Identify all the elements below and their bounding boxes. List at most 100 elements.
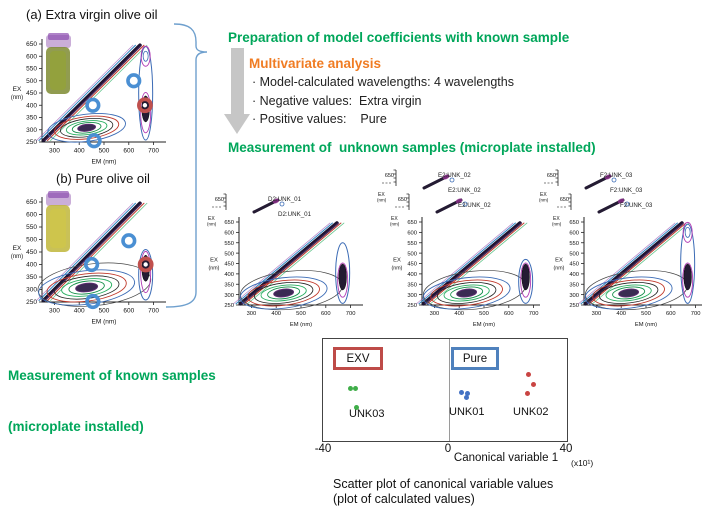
- scatter-caption: Scatter plot of canonical variable value…: [333, 477, 553, 507]
- svg-text:400: 400: [616, 311, 626, 317]
- svg-text:450: 450: [569, 262, 579, 268]
- zero-axis-line: [449, 339, 450, 441]
- known-samples-caption-line2: (microplate installed): [8, 419, 144, 434]
- svg-text:500: 500: [296, 311, 306, 317]
- svg-text:EX: EX: [378, 192, 385, 198]
- x-tick-40: 40: [559, 443, 573, 455]
- svg-text:700: 700: [529, 311, 539, 317]
- svg-text:350: 350: [569, 282, 579, 288]
- bullet-wavelengths: · Model-calculated wavelengths: 4 wavele…: [252, 75, 514, 89]
- svg-text:EX: EX: [553, 216, 560, 222]
- scatter-point-unk02: [530, 382, 536, 388]
- svg-text:EX: EX: [555, 258, 563, 264]
- unknown-plot-label: E2:UNK_02: [458, 202, 491, 209]
- svg-text:400: 400: [26, 262, 37, 269]
- scatter-point-unk01: [465, 390, 471, 396]
- svg-text:350: 350: [26, 115, 37, 122]
- svg-text:EM (nm): EM (nm): [635, 322, 657, 328]
- x-tick-neg40: -40: [314, 443, 332, 455]
- svg-text:300: 300: [430, 311, 440, 317]
- svg-text:550: 550: [569, 241, 579, 247]
- svg-text:650: 650: [385, 173, 394, 179]
- svg-text:250: 250: [224, 303, 234, 309]
- svg-text:700: 700: [148, 308, 159, 315]
- sample-tube-icon: [46, 191, 71, 252]
- known-samples-caption-line1: Measurement of known samples: [8, 368, 216, 383]
- pure-legend-box: Pure: [451, 347, 499, 370]
- svg-text:300: 300: [49, 148, 60, 155]
- unknown-plot-label: F2:UNK_03: [600, 172, 633, 179]
- eem-plot-pure: 650 600 550 500 450 400 350 300 250 300 400 500 600 7…: [0, 190, 185, 332]
- scatter-point-unk03: [347, 386, 353, 392]
- svg-text:650: 650: [547, 173, 556, 179]
- svg-text:250: 250: [26, 139, 37, 146]
- svg-text:600: 600: [26, 53, 37, 60]
- svg-text:(nm): (nm): [377, 198, 387, 203]
- svg-text:400: 400: [271, 311, 281, 317]
- svg-text:700: 700: [148, 148, 159, 155]
- svg-text:700: 700: [346, 311, 356, 317]
- svg-text:EM (nm): EM (nm): [473, 322, 495, 328]
- svg-text:300: 300: [224, 293, 234, 299]
- curly-brace: [165, 23, 208, 308]
- plot-b-title: (b) Pure olive oil: [56, 171, 150, 186]
- exv-legend-label: EXV: [346, 352, 370, 365]
- svg-text:650: 650: [26, 199, 37, 206]
- svg-text:(nm): (nm): [11, 254, 23, 260]
- down-arrow-icon: [224, 48, 250, 134]
- svg-text:500: 500: [99, 308, 110, 315]
- exv-legend-box: EXV: [333, 347, 383, 370]
- svg-text:500: 500: [99, 148, 110, 155]
- scatter-point-unk02: [526, 372, 532, 378]
- eem-plot-unk01-group: 650 EX (nm) 650 600 550 500 450 400 350 300 250 3…: [192, 184, 370, 339]
- pure-legend-label: Pure: [462, 352, 488, 365]
- known-samples-caption: Measurement of known samples (microplate…: [8, 333, 216, 469]
- svg-text:600: 600: [123, 148, 134, 155]
- x-tick-0: 0: [444, 443, 452, 455]
- svg-text:500: 500: [407, 251, 417, 257]
- svg-text:650: 650: [26, 41, 37, 48]
- scatter-point-unk01: [463, 394, 469, 400]
- svg-text:350: 350: [224, 282, 234, 288]
- svg-text:EX: EX: [210, 258, 218, 264]
- svg-text:600: 600: [224, 231, 234, 237]
- svg-text:400: 400: [74, 148, 85, 155]
- scatter-series-label-unk01: UNK01: [449, 406, 485, 418]
- svg-text:EX: EX: [393, 258, 401, 264]
- scatter-plot: EXV Pure UNK03 UNK01 UNK02: [322, 338, 568, 442]
- svg-text:550: 550: [26, 66, 37, 73]
- svg-text:550: 550: [407, 241, 417, 247]
- plot-a-title: (a) Extra virgin olive oil: [26, 7, 158, 22]
- scatter-caption-line2: (plot of calculated values): [333, 492, 475, 506]
- scatter-x-axis-label: Canonical variable 1: [453, 452, 559, 464]
- svg-text:(nm): (nm): [209, 266, 220, 272]
- unknown-plot-label: E2:UNK_02: [448, 187, 481, 194]
- unknown-plot-label: D2:UNK_01: [278, 211, 312, 218]
- svg-text:350: 350: [407, 282, 417, 288]
- svg-text:500: 500: [224, 251, 234, 257]
- bullet-negative: · Negative values: Extra virgin: [252, 93, 422, 108]
- svg-text:600: 600: [504, 311, 514, 317]
- svg-text:550: 550: [26, 224, 37, 231]
- step2-heading: Measurement of unknown samples (micropla…: [228, 140, 596, 155]
- scatter-point-unk03: [352, 386, 358, 392]
- analysis-bullets: · Model-calculated wavelengths: 4 wavele…: [252, 73, 514, 129]
- svg-text:EX: EX: [208, 216, 215, 222]
- eem-plot-extra-virgin: 650 600 550 500 450 400 350 300 250 300 400 500 600 7…: [0, 26, 185, 178]
- unknown-plot-label: F2:UNK_03: [610, 187, 643, 194]
- svg-text:300: 300: [26, 287, 37, 294]
- svg-text:600: 600: [407, 231, 417, 237]
- scatter-point-unk01: [459, 389, 465, 395]
- svg-text:650: 650: [215, 197, 224, 203]
- unknown-plot-label: F2:UNK_03: [620, 202, 653, 209]
- scatter-series-label-unk03: UNK03: [349, 408, 385, 420]
- svg-text:600: 600: [321, 311, 331, 317]
- svg-text:250: 250: [407, 303, 417, 309]
- svg-text:650: 650: [224, 220, 234, 226]
- svg-text:450: 450: [224, 262, 234, 268]
- svg-text:(nm): (nm): [207, 222, 217, 227]
- svg-text:650: 650: [569, 220, 579, 226]
- svg-text:550: 550: [224, 241, 234, 247]
- svg-text:(nm): (nm): [539, 198, 549, 203]
- svg-text:250: 250: [569, 303, 579, 309]
